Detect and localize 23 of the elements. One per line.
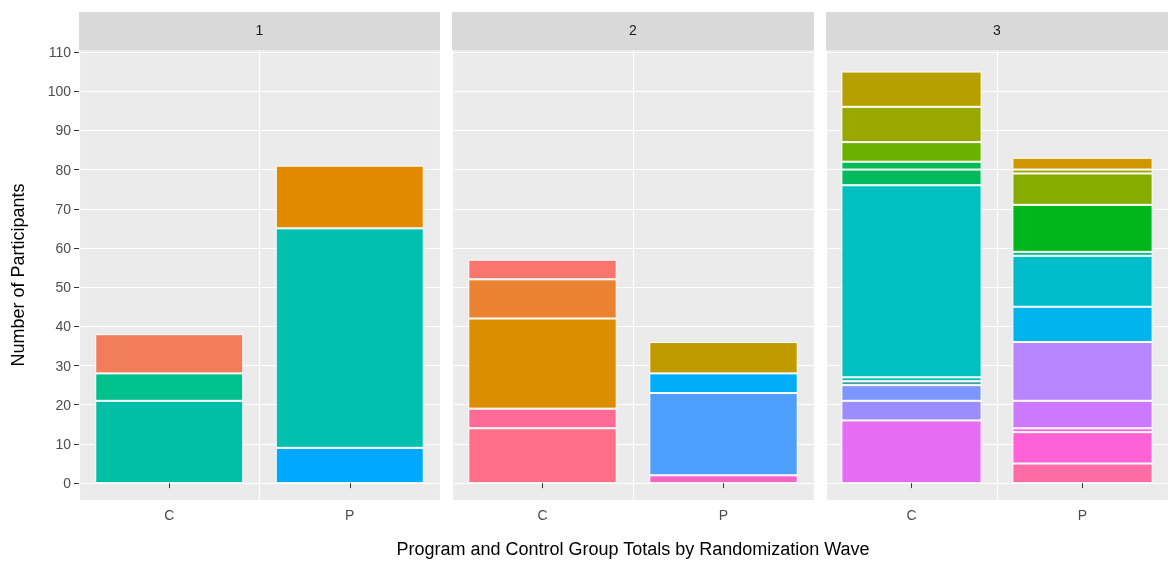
chart-title: 2 (629, 22, 638, 38)
y-tick-label: 10 (55, 435, 72, 452)
y-tick-label: 110 (48, 43, 72, 60)
y-tick-label: 30 (55, 357, 72, 374)
y-axis-title: Number of Participants (8, 183, 28, 367)
y-tick-label: 50 (55, 279, 72, 296)
y-tick-label: 90 (55, 122, 72, 139)
x-tick-label: C (537, 507, 548, 523)
chart-title: 1 (255, 22, 264, 38)
y-tick-label: 60 (55, 239, 72, 256)
y-tick-label: 80 (55, 161, 72, 178)
y-tick-label: 70 (55, 200, 72, 217)
y-tick-label: 20 (55, 396, 72, 413)
x-tick-label: C (906, 507, 917, 523)
y-tick-label: 0 (63, 475, 72, 492)
y-tick-label: 100 (47, 83, 72, 100)
x-tick-label: C (164, 507, 175, 523)
y-tick-label: 40 (55, 318, 72, 335)
chart-title: 3 (993, 22, 1002, 38)
x-tick-label: P (345, 507, 355, 523)
x-axis-title: Program and Control Group Totals by Randomization Wave (396, 539, 870, 559)
x-tick-label: P (1077, 507, 1088, 523)
x-tick-label: P (718, 507, 729, 523)
